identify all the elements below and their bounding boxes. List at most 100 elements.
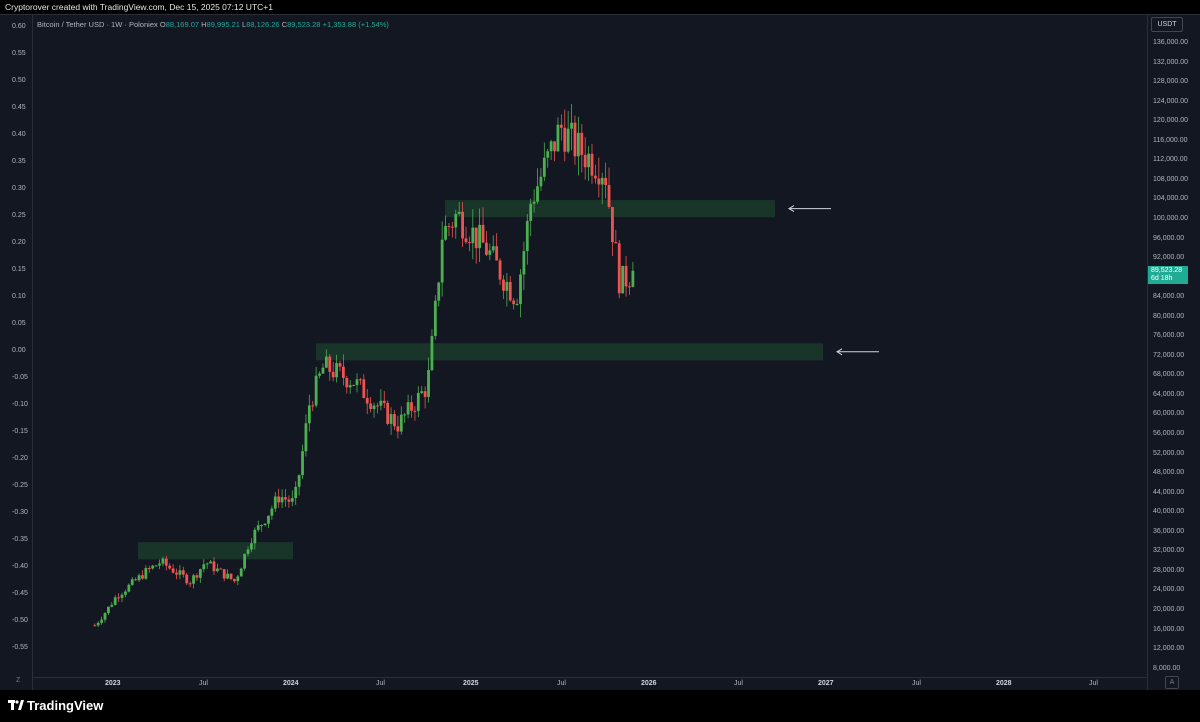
candle-body	[498, 260, 502, 280]
time-year-label: 2023	[105, 680, 121, 687]
candle-body	[583, 154, 587, 168]
candle-body	[433, 300, 437, 336]
legend-low-label: L	[242, 20, 247, 29]
price-tick-label: 72,000.00	[1153, 351, 1185, 359]
legend-high-label: H	[201, 20, 207, 29]
tradingview-logo-icon	[8, 700, 24, 710]
price-tick-label: 128,000.00	[1153, 78, 1189, 86]
candle-body	[410, 402, 413, 411]
candle-body	[389, 414, 393, 424]
candle-body	[277, 496, 281, 503]
zone-arrow-head	[788, 205, 795, 213]
candle-body	[607, 185, 611, 208]
candle-body	[587, 153, 590, 168]
candle-body	[430, 335, 434, 371]
price-tick-label: 104,000.00	[1153, 195, 1189, 203]
candle-body	[444, 226, 447, 240]
candle-body	[525, 220, 529, 252]
header-credit: Cryptorover created with TradingView.com…	[0, 0, 1200, 14]
auto-scale-button[interactable]: A	[1165, 676, 1179, 689]
candle-body	[273, 496, 277, 509]
candle-body	[468, 242, 471, 244]
time-year-label: 2026	[641, 680, 657, 687]
candle-body	[515, 303, 519, 305]
legend-close-value: 89,523.28	[287, 20, 321, 29]
candle-body	[382, 400, 386, 403]
left-tick-label: 0.60	[12, 23, 26, 30]
candle-body	[117, 597, 121, 599]
candle-body	[628, 286, 631, 288]
candle-body	[505, 281, 509, 291]
candle-body	[297, 475, 301, 487]
candle-body	[284, 497, 287, 500]
candle-body	[107, 606, 110, 614]
candle-body	[403, 414, 407, 416]
price-tick-label: 32,000.00	[1153, 547, 1185, 555]
time-month-label: Jul	[199, 680, 208, 687]
candle-body	[103, 613, 107, 620]
candle-body	[246, 549, 250, 554]
left-tick-label: 0.35	[12, 158, 26, 165]
candle-body	[485, 242, 488, 255]
candle-body	[423, 391, 427, 397]
price-tick-label: 20,000.00	[1153, 605, 1185, 613]
candle-body	[100, 619, 103, 623]
price-tick-label: 80,000.00	[1153, 312, 1185, 320]
symbol-legend: Bitcoin / Tether USD · 1W · Poloniex O88…	[37, 20, 389, 29]
price-tick-label: 92,000.00	[1153, 254, 1185, 262]
footer-brand: TradingView	[27, 698, 104, 713]
candle-body	[437, 282, 441, 301]
left-tick-label: 0.50	[12, 77, 26, 84]
price-tick-label: 108,000.00	[1153, 175, 1189, 183]
price-tick-label: 96,000.00	[1153, 234, 1185, 242]
candle-body	[576, 132, 580, 157]
current-price-tag: 89,523.28 6d 18h	[1148, 266, 1188, 284]
candle-body	[563, 127, 567, 152]
price-tick-label: 112,000.00	[1153, 156, 1188, 164]
legend-low-value: 88,126.26	[246, 20, 280, 29]
candle-body	[617, 243, 621, 294]
candle-body	[141, 575, 144, 579]
candle-body	[96, 622, 100, 626]
candle-body	[457, 211, 461, 214]
left-scale[interactable]	[0, 14, 33, 690]
candle-body	[181, 570, 185, 575]
candle-body	[154, 565, 158, 567]
candle-body	[195, 575, 199, 578]
candle-body	[399, 414, 403, 432]
candle-body	[93, 625, 97, 627]
candle-body	[355, 379, 359, 386]
candle-body	[304, 423, 308, 452]
candle-body	[590, 153, 594, 176]
candle-body	[508, 281, 512, 301]
candle-body	[611, 207, 614, 243]
time-month-label: Jul	[734, 680, 743, 687]
price-tick-label: 28,000.00	[1153, 566, 1185, 574]
left-tick-label: 0.10	[12, 293, 26, 300]
price-scale[interactable]	[1147, 14, 1200, 690]
time-scale[interactable]	[32, 677, 1147, 691]
time-year-label: 2025	[463, 680, 479, 687]
candle-body	[546, 151, 550, 158]
price-tick-label: 56,000.00	[1153, 430, 1185, 437]
currency-badge[interactable]: USDT	[1151, 17, 1183, 32]
candle-body	[185, 574, 189, 584]
left-tick-label: 0.05	[12, 320, 26, 327]
candle-body	[471, 227, 475, 244]
time-year-label: 2027	[818, 680, 834, 687]
legend-close-label: C	[281, 20, 288, 29]
candle-body	[219, 568, 223, 570]
price-tick-label: 40,000.00	[1153, 508, 1185, 516]
candle-body	[294, 486, 298, 499]
candle-body	[178, 570, 182, 575]
left-tick-label: 0.15	[12, 266, 26, 273]
candle-body	[464, 238, 468, 243]
time-year-label: 2024	[283, 680, 299, 687]
candle-body	[559, 124, 563, 128]
candle-body	[597, 178, 601, 185]
zoom-corner-button[interactable]: Z	[16, 677, 21, 684]
left-tick-label: -0.05	[12, 374, 28, 381]
legend-high-value: 89,995.21	[206, 20, 240, 29]
candle-body	[328, 356, 332, 372]
